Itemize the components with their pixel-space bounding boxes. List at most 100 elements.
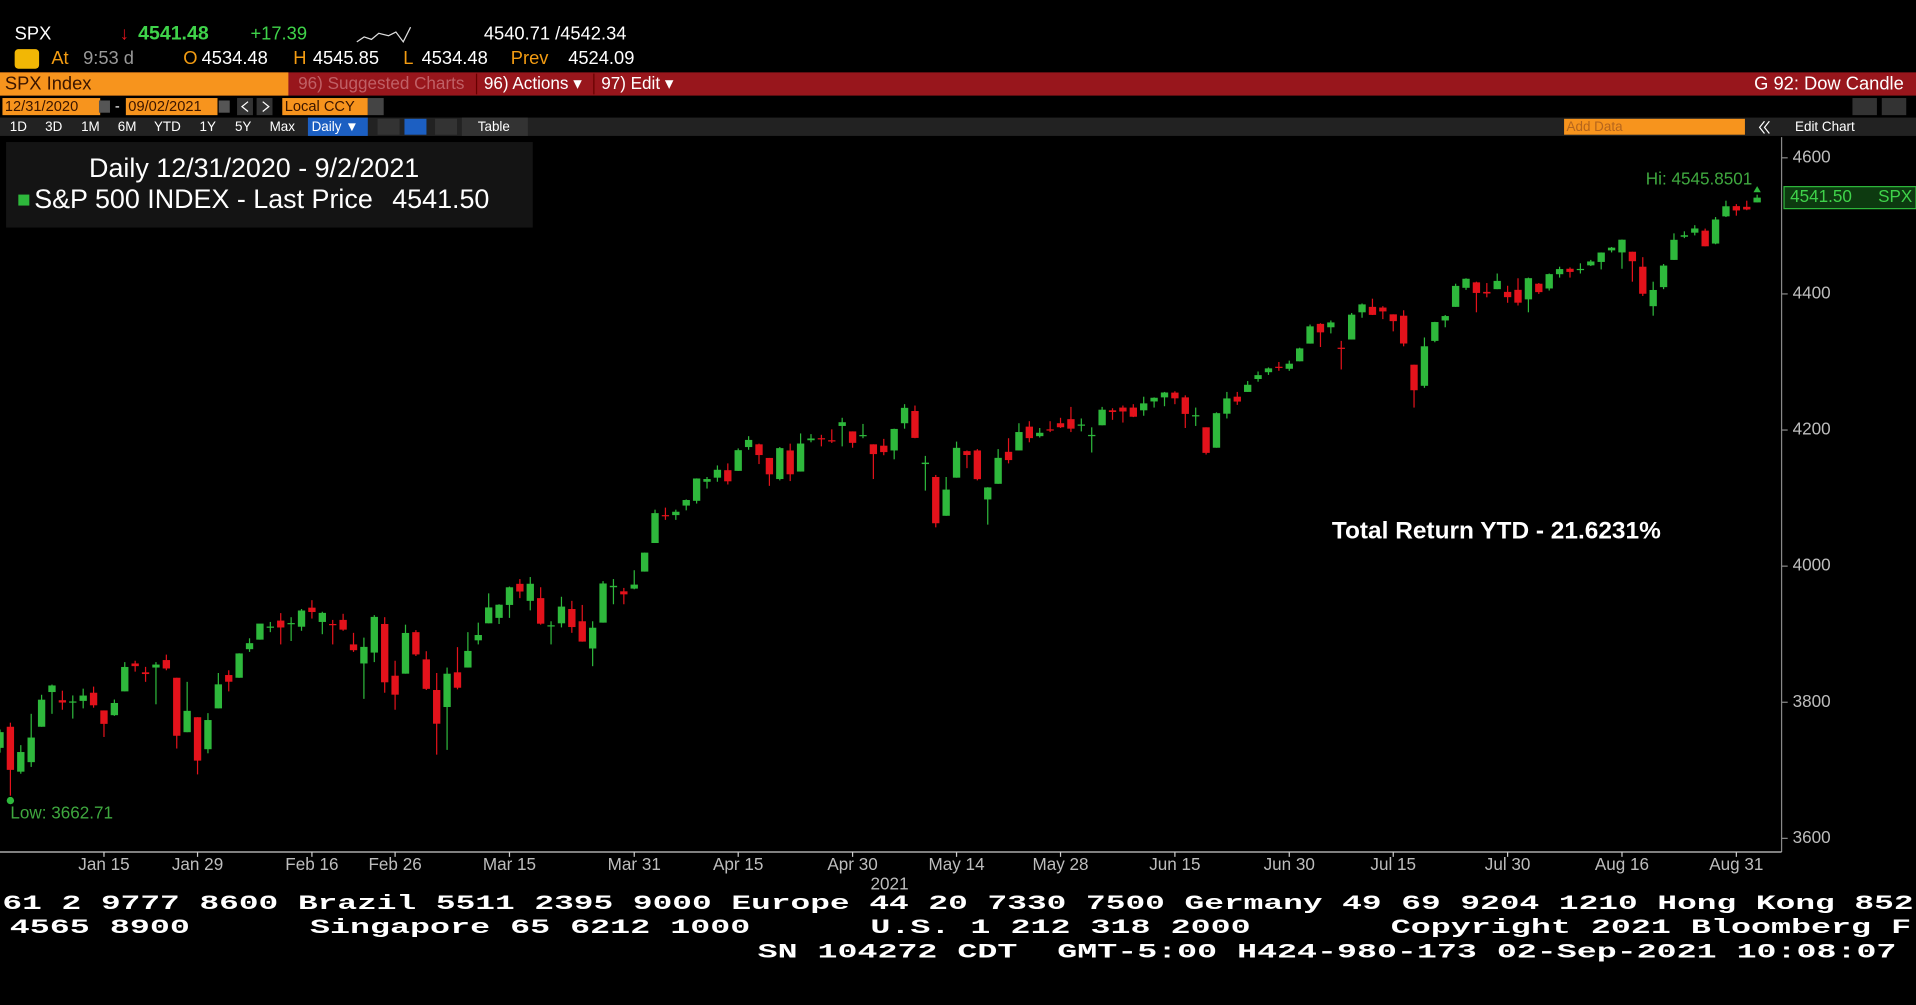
candle-body	[1597, 252, 1605, 262]
high: 4545.85	[313, 47, 379, 68]
candle-body	[765, 457, 774, 475]
table-box[interactable]	[461, 117, 528, 136]
candle-body	[1077, 424, 1085, 426]
menu-icon[interactable]	[435, 118, 458, 135]
candle-body	[880, 445, 888, 453]
period-button[interactable]: 1D	[10, 119, 27, 134]
candle-body	[1046, 429, 1054, 431]
candle-body	[588, 627, 597, 649]
period-button[interactable]: Max	[270, 119, 296, 134]
candle-body	[297, 610, 306, 627]
bid-ask: 4540.71 /4542.34	[484, 22, 627, 43]
candle-body	[1628, 251, 1637, 262]
last-price-tag-ticker: SPX	[1878, 187, 1913, 206]
start-date-box[interactable]	[2, 98, 101, 116]
candle-body	[1649, 289, 1657, 307]
net-change: +17.39	[250, 22, 307, 43]
line-icon[interactable]	[377, 118, 400, 135]
next-button[interactable]	[256, 98, 273, 116]
direction-arrow: ↓	[120, 22, 129, 43]
arrows	[240, 101, 270, 112]
menu-item[interactable]: 96) Suggested Charts	[298, 74, 464, 93]
candle-body	[848, 431, 857, 443]
candle-body	[828, 440, 836, 442]
period-button[interactable]: 1M	[81, 119, 100, 134]
candle-body	[349, 644, 358, 651]
period-button[interactable]: 3D	[45, 119, 62, 134]
last-price-tag-value: 4541.50	[1790, 187, 1852, 206]
add-data-box[interactable]	[1564, 118, 1745, 135]
legend-last-price: 4541.50	[392, 184, 489, 214]
quote-header: SPX ↓ 4541.48 +17.39 4540.71 /4542.34 At…	[14, 22, 634, 69]
table-button[interactable]: Table	[478, 119, 510, 134]
menu-item[interactable]: 96) Actions ▾	[484, 74, 582, 93]
candle-body	[1753, 197, 1761, 203]
candle-body	[214, 684, 223, 709]
calendar-icon[interactable]	[218, 100, 230, 113]
candle-icon[interactable]	[404, 118, 427, 135]
candle-body	[1337, 347, 1345, 349]
candle-body	[474, 635, 482, 641]
x-year-label: 2021	[871, 874, 909, 893]
candle-body	[48, 685, 56, 693]
end-date-box[interactable]	[125, 98, 218, 116]
redo-button[interactable]	[1881, 98, 1907, 116]
dropdown[interactable]	[367, 98, 384, 116]
start-date[interactable]: 12/31/2020	[5, 99, 78, 115]
candle-body	[838, 422, 846, 426]
x-tick-label: Jan 15	[78, 855, 129, 874]
candle-body	[630, 584, 638, 589]
period-button[interactable]: YTD	[154, 119, 181, 134]
candle-body	[1472, 282, 1481, 293]
add-data[interactable]: Add Data	[1567, 119, 1624, 134]
candle-body	[1431, 322, 1439, 341]
frequency[interactable]: Daily ▼	[312, 119, 359, 134]
candle-body	[713, 469, 722, 478]
x-tick-label: Feb 16	[285, 855, 338, 874]
candle-body	[1056, 423, 1065, 428]
undo-button[interactable]	[1852, 98, 1877, 116]
candle-body	[193, 717, 202, 761]
period-button[interactable]: 1Y	[200, 119, 216, 134]
candle-body	[807, 438, 815, 441]
candle-body	[1670, 239, 1678, 260]
calendar-icon[interactable]	[98, 100, 110, 113]
collapse-icon[interactable]	[1758, 120, 1770, 134]
candle-body	[796, 443, 805, 472]
period-button[interactable]: 6M	[118, 119, 137, 134]
security-box[interactable]	[0, 72, 289, 96]
last-price: 4541.48	[138, 23, 209, 45]
candle-body	[984, 487, 992, 500]
candle-body	[1503, 291, 1512, 298]
low-label: Low: 3662.71	[10, 804, 113, 823]
high-label: H	[293, 47, 306, 68]
currency[interactable]: Local CCY	[285, 99, 355, 115]
candle-body	[994, 457, 1002, 484]
candle-body	[1306, 326, 1314, 344]
time: 9:53 d	[83, 47, 134, 68]
security[interactable]: SPX Index	[5, 72, 92, 93]
candle-body	[1108, 410, 1117, 412]
end-date[interactable]: 09/02/2021	[128, 99, 201, 115]
menu-item[interactable]: 97) Edit ▾	[601, 74, 674, 93]
candle-body	[1587, 261, 1595, 266]
candle-body	[308, 607, 316, 613]
candle-body	[900, 407, 909, 424]
time-label: At	[51, 47, 68, 68]
frequency-box[interactable]	[307, 117, 368, 136]
candle-body	[1285, 363, 1293, 369]
last-price-tag	[1783, 186, 1916, 210]
y-tick-label: 4400	[1793, 283, 1831, 302]
legend-entry: S&P 500 INDEX - Last Price	[34, 184, 373, 214]
candle-body	[141, 672, 150, 675]
y-tick-label: 4200	[1793, 420, 1831, 439]
period-button[interactable]: 5Y	[235, 119, 251, 134]
x-tick-label: Aug 31	[1709, 855, 1763, 874]
candle-body	[27, 737, 35, 763]
candle-body	[318, 612, 326, 622]
prev-button[interactable]	[237, 98, 253, 116]
currency-box[interactable]	[282, 98, 368, 116]
y-tick-label: 3800	[1793, 692, 1831, 711]
footer-line: 4565 8900 Singapore 65 6212 1000 U.S. 1 …	[10, 917, 1911, 940]
edit-chart[interactable]: Edit Chart	[1795, 119, 1855, 134]
